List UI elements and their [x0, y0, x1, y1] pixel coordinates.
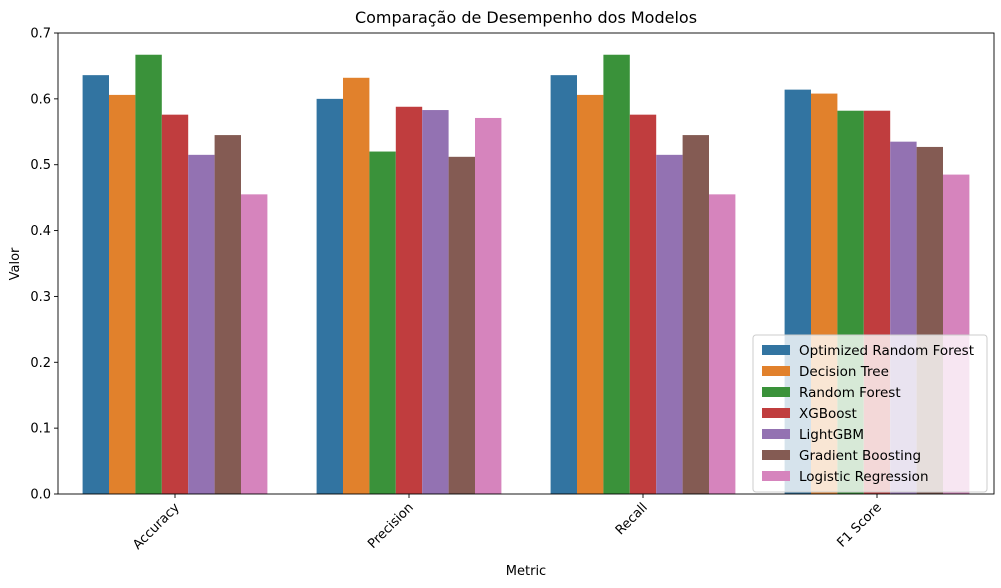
y-tick-label: 0.6 — [30, 92, 51, 107]
bar-decision-tree-accuracy — [109, 94, 136, 495]
legend-swatch — [762, 450, 790, 460]
bar-lightgbm-accuracy — [188, 154, 215, 495]
bar-gradient-boosting-recall — [682, 135, 709, 495]
x-tick-label: F1 Score — [834, 500, 884, 550]
x-axis-label: Metric — [506, 564, 546, 579]
bar-decision-tree-recall — [577, 94, 604, 495]
bar-lightgbm-recall — [656, 154, 683, 495]
bar-lightgbm-precision — [422, 110, 449, 494]
y-axis-label: Valor — [8, 247, 23, 280]
bar-logistic-regression-recall — [709, 194, 736, 494]
bar-random-forest-recall — [603, 54, 630, 495]
y-tick-label: 0.5 — [30, 158, 51, 173]
y-tick-label: 0.1 — [30, 422, 51, 437]
legend-swatch — [762, 471, 790, 481]
legend-entry: Logistic Regression — [799, 469, 929, 485]
bar-logistic-regression-accuracy — [241, 194, 268, 494]
bar-optimized-random-forest-recall — [550, 75, 577, 495]
legend-swatch — [762, 387, 790, 397]
bar-gradient-boosting-precision — [448, 156, 475, 494]
x-tick-label: Precision — [365, 500, 417, 552]
bar-gradient-boosting-accuracy — [214, 135, 241, 495]
plot-frame — [57, 32, 995, 495]
x-tick-label: Accuracy — [130, 500, 183, 553]
legend-entry: Decision Tree — [799, 364, 889, 380]
y-tick-label: 0.2 — [30, 356, 51, 371]
bar-random-forest-precision — [369, 151, 396, 495]
x-tick-label: Recall — [613, 500, 651, 538]
legend-swatch — [762, 345, 790, 355]
y-tick-label: 0.7 — [30, 27, 51, 42]
legend-entry: XGBoost — [799, 406, 857, 422]
legend: Optimized Random Forest Decision Tree Rand… — [752, 334, 988, 493]
bar-optimized-random-forest-precision — [316, 98, 343, 494]
bar-optimized-random-forest-accuracy — [82, 75, 109, 495]
bar-xgboost-accuracy — [161, 114, 189, 495]
legend-swatch — [762, 366, 790, 376]
legend-box — [752, 334, 988, 493]
y-tick-label: 0.4 — [30, 224, 51, 239]
chart-title: Comparação de Desempenho dos Modelos — [355, 8, 697, 27]
bar-xgboost-precision — [395, 106, 423, 494]
bar-decision-tree-precision — [343, 77, 370, 494]
legend-swatch — [762, 429, 790, 439]
legend-entry: Gradient Boosting — [799, 448, 921, 464]
legend-swatch — [762, 408, 790, 418]
bar-xgboost-recall — [629, 114, 657, 495]
legend-entry: Optimized Random Forest — [799, 343, 974, 359]
legend-entry: LightGBM — [799, 427, 864, 443]
bar-logistic-regression-precision — [475, 117, 502, 494]
y-tick-label: 0.3 — [30, 290, 51, 305]
legend-entry: Random Forest — [799, 385, 901, 401]
bar-random-forest-accuracy — [135, 54, 162, 495]
y-tick-label: 0.0 — [30, 488, 51, 503]
